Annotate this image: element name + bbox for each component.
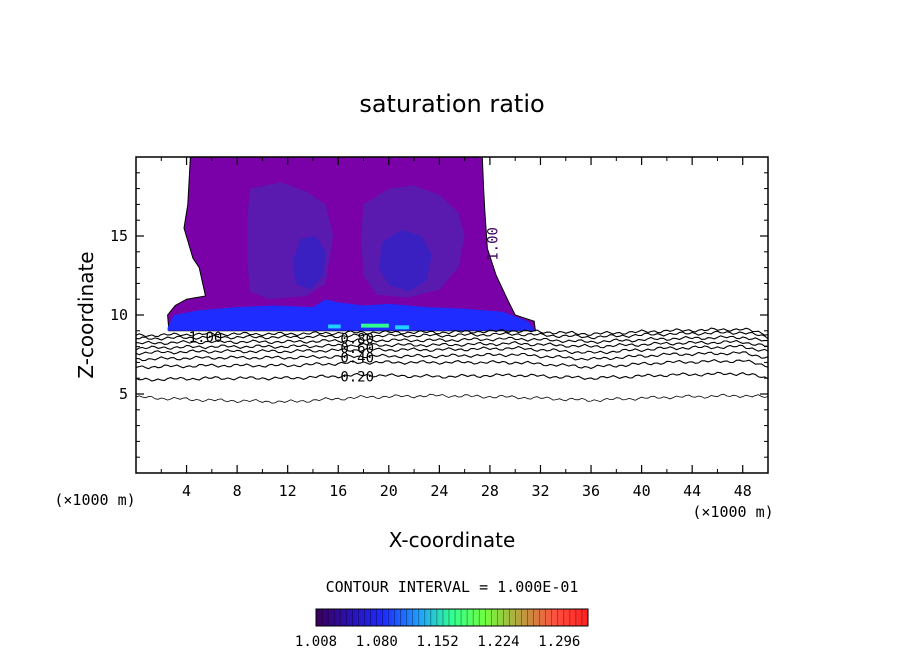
x-unit-left: (×1000 m) <box>54 491 135 509</box>
x-tick-label: 28 <box>481 482 499 500</box>
contour-line-3 <box>136 358 768 370</box>
colorbar-tick-label: 1.296 <box>538 634 580 650</box>
x-tick-label: 8 <box>233 482 242 500</box>
x-tick-label: 48 <box>734 482 752 500</box>
contour-labels: 1.00 0.800.600.40 0.20 1.00 <box>189 227 502 386</box>
y-axis-ticks: 5 10 15 <box>110 172 768 458</box>
plot-area <box>136 157 768 404</box>
highlight-3 <box>395 325 409 330</box>
colorbar-ticks: 1.008 1.080 1.152 1.224 1.296 <box>295 634 580 650</box>
y-tick-label: 5 <box>119 385 128 403</box>
x-unit-right: (×1000 m) <box>692 503 773 521</box>
colorbar-stripes <box>321 609 583 626</box>
x-tick-label: 40 <box>633 482 651 500</box>
highlight-2 <box>361 323 389 328</box>
contour-lines <box>136 327 768 404</box>
contour-label-3: 0.60 <box>340 341 374 357</box>
x-axis-ticks: 4 8 12 16 20 24 28 32 36 40 44 48 <box>160 157 752 500</box>
contour-label-6: 1.00 <box>485 227 501 261</box>
colorbar-tick-label: 1.152 <box>417 634 459 650</box>
high-saturation-patches <box>328 323 409 330</box>
x-tick-label: 20 <box>380 482 398 500</box>
region-base-layer <box>167 299 536 331</box>
contour-label-4: 0.40 <box>340 351 374 367</box>
y-tick-label: 15 <box>110 227 128 245</box>
highlight-1 <box>328 324 341 329</box>
contour-label-2: 0.80 <box>340 332 374 348</box>
contour-line-2 <box>136 371 768 382</box>
chart-title: saturation ratio <box>359 90 544 118</box>
contour-label-1: 1.00 <box>189 330 223 346</box>
colorbar-tick-label: 1.224 <box>477 634 519 650</box>
x-tick-label: 16 <box>329 482 347 500</box>
y-axis-label: Z-coordinate <box>74 251 98 378</box>
x-tick-label: 24 <box>430 482 448 500</box>
colorbar-tick-label: 1.080 <box>356 634 398 650</box>
colorbar-tick-label: 1.008 <box>295 634 337 650</box>
contour-label-5: 0.20 <box>340 370 374 386</box>
contour-line-1 <box>136 393 768 404</box>
contour-line-4 <box>136 351 768 362</box>
region-core-right <box>378 229 432 292</box>
contour-line-6 <box>136 339 768 351</box>
contour-line-5 <box>136 344 768 356</box>
x-tick-label: 44 <box>683 482 701 500</box>
x-axis-label: X-coordinate <box>389 528 516 552</box>
x-tick-label: 4 <box>182 482 191 500</box>
contour-interval: CONTOUR INTERVAL = 1.000E-01 <box>326 578 579 596</box>
contour-line-7 <box>136 335 768 345</box>
contour-line-8 <box>136 330 768 341</box>
filled-contours <box>167 157 536 332</box>
contour-line-9 <box>136 327 768 338</box>
y-tick-label: 10 <box>110 306 128 324</box>
x-tick-label: 12 <box>279 482 297 500</box>
x-tick-label: 36 <box>582 482 600 500</box>
region-core-left <box>292 236 326 290</box>
colorbar <box>315 608 589 627</box>
x-tick-label: 32 <box>531 482 549 500</box>
